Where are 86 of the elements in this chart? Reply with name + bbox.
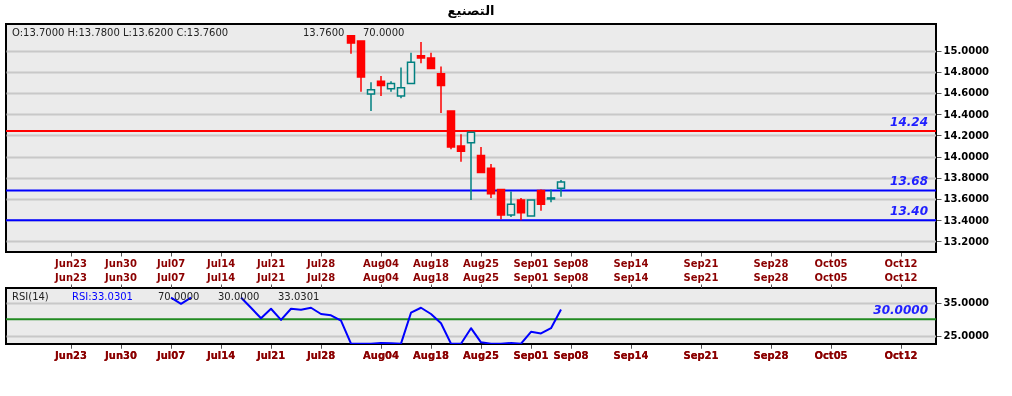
x-tick-label: Jun30 — [104, 257, 137, 269]
y-tick-label: 13.8000 — [943, 172, 990, 184]
text: RSI:33.0301 — [72, 291, 133, 302]
x-tick-label: Oct05 — [814, 349, 848, 361]
x-tick-label: Oct12 — [884, 257, 918, 269]
annotation: 33.0301 — [278, 291, 320, 302]
category-label: Jun23 — [55, 271, 87, 283]
x-tick-label: Jul28 — [305, 349, 336, 361]
category-label: Jul21 — [256, 271, 286, 283]
category-label: Oct12 — [884, 271, 918, 283]
y-tick-label: 14.8000 — [943, 66, 990, 78]
x-tick-label: Jul07 — [155, 257, 186, 269]
ref-line-label: 30.0000 — [873, 303, 928, 318]
y-tick-label: 13.6000 — [943, 193, 990, 205]
category-label: Aug18 — [413, 271, 449, 283]
candlestick — [506, 190, 516, 218]
category-label: Jul14 — [206, 271, 236, 283]
y-tick-label: 35.0000 — [943, 297, 990, 309]
y-tick-label: 15.0000 — [943, 45, 990, 57]
x-tick-label: Jun23 — [54, 257, 87, 269]
x-tick-label: Sep28 — [753, 349, 789, 361]
candlestick — [476, 146, 486, 174]
x-tick-label: Sep14 — [613, 257, 649, 269]
y-tick-label: 14.6000 — [943, 87, 990, 99]
category-label: Sep28 — [753, 271, 789, 283]
annotation: 13.7600 — [303, 27, 345, 38]
candlestick — [396, 66, 406, 99]
ref-line-label: 14.24 — [890, 115, 928, 130]
annotation: O:13.7000 H:13.7800 L:13.6200 C:13.7600 — [12, 27, 229, 38]
category-label: Sep14 — [613, 271, 649, 283]
candlestick — [516, 197, 526, 221]
candlestick — [436, 65, 446, 114]
y-tick-label: 14.2000 — [943, 129, 990, 141]
ref-line-label: 13.40 — [890, 204, 928, 219]
x-tick-label: Sep08 — [553, 257, 589, 269]
annotation: 30.0000 — [218, 291, 260, 302]
annotation: 70.0000 — [363, 27, 405, 38]
x-tick-label: Jul28 — [305, 257, 336, 269]
x-tick-label: Aug04 — [363, 349, 400, 361]
x-tick-label: Aug25 — [463, 349, 500, 361]
x-tick-label: Aug18 — [413, 257, 450, 269]
ref-line-label: 13.68 — [890, 174, 928, 189]
category-label: Aug25 — [463, 271, 499, 283]
x-tick-label: Jun30 — [104, 349, 137, 361]
x-tick-label: Aug25 — [463, 257, 500, 269]
candlestick — [536, 188, 546, 212]
candlestick — [546, 188, 556, 203]
category-label: Sep01 — [513, 271, 549, 283]
annotation: RSI(14) — [12, 291, 49, 302]
y-tick-label: 13.4000 — [943, 214, 990, 226]
x-tick-label: Aug18 — [413, 349, 450, 361]
x-tick-label: Sep01 — [513, 349, 549, 361]
category-label: Oct05 — [814, 271, 848, 283]
candlestick — [406, 51, 416, 85]
x-tick-label: Aug04 — [363, 257, 400, 269]
x-tick-label: Jul14 — [205, 349, 236, 361]
x-tick-label: Sep28 — [753, 257, 789, 269]
x-tick-label: Oct05 — [814, 257, 848, 269]
annotation: 70.0000 — [158, 291, 200, 302]
candlestick — [346, 34, 356, 55]
x-tick-label: Jul14 — [205, 257, 236, 269]
y-tick-label: 13.2000 — [943, 235, 990, 247]
candlestick — [466, 131, 476, 201]
category-label: Sep08 — [553, 271, 589, 283]
chart-title: التصنيع — [447, 3, 495, 18]
x-tick-label: Jun23 — [54, 349, 87, 361]
x-tick-label: Jul07 — [155, 349, 186, 361]
x-tick-label: Sep08 — [553, 349, 589, 361]
x-tick-label: Jul21 — [255, 349, 286, 361]
candlestick — [366, 81, 376, 112]
category-label: Jul28 — [306, 271, 336, 283]
category-label: Aug04 — [363, 271, 399, 283]
category-label: Jul07 — [156, 271, 186, 283]
category-label: Sep21 — [683, 271, 719, 283]
x-tick-label: Jul21 — [255, 257, 286, 269]
y-tick-label: 14.4000 — [943, 108, 990, 120]
y-tick-label: 14.0000 — [943, 151, 990, 163]
x-tick-label: Sep14 — [613, 349, 649, 361]
x-tick-label: Sep01 — [513, 257, 549, 269]
y-tick-label: 25.0000 — [943, 330, 990, 342]
x-tick-label: Sep21 — [683, 257, 719, 269]
candlestick — [416, 41, 426, 64]
category-label: Jun30 — [105, 271, 137, 283]
x-tick-label: Oct12 — [884, 349, 918, 361]
x-tick-label: Sep21 — [683, 349, 719, 361]
candlestick — [456, 133, 466, 163]
